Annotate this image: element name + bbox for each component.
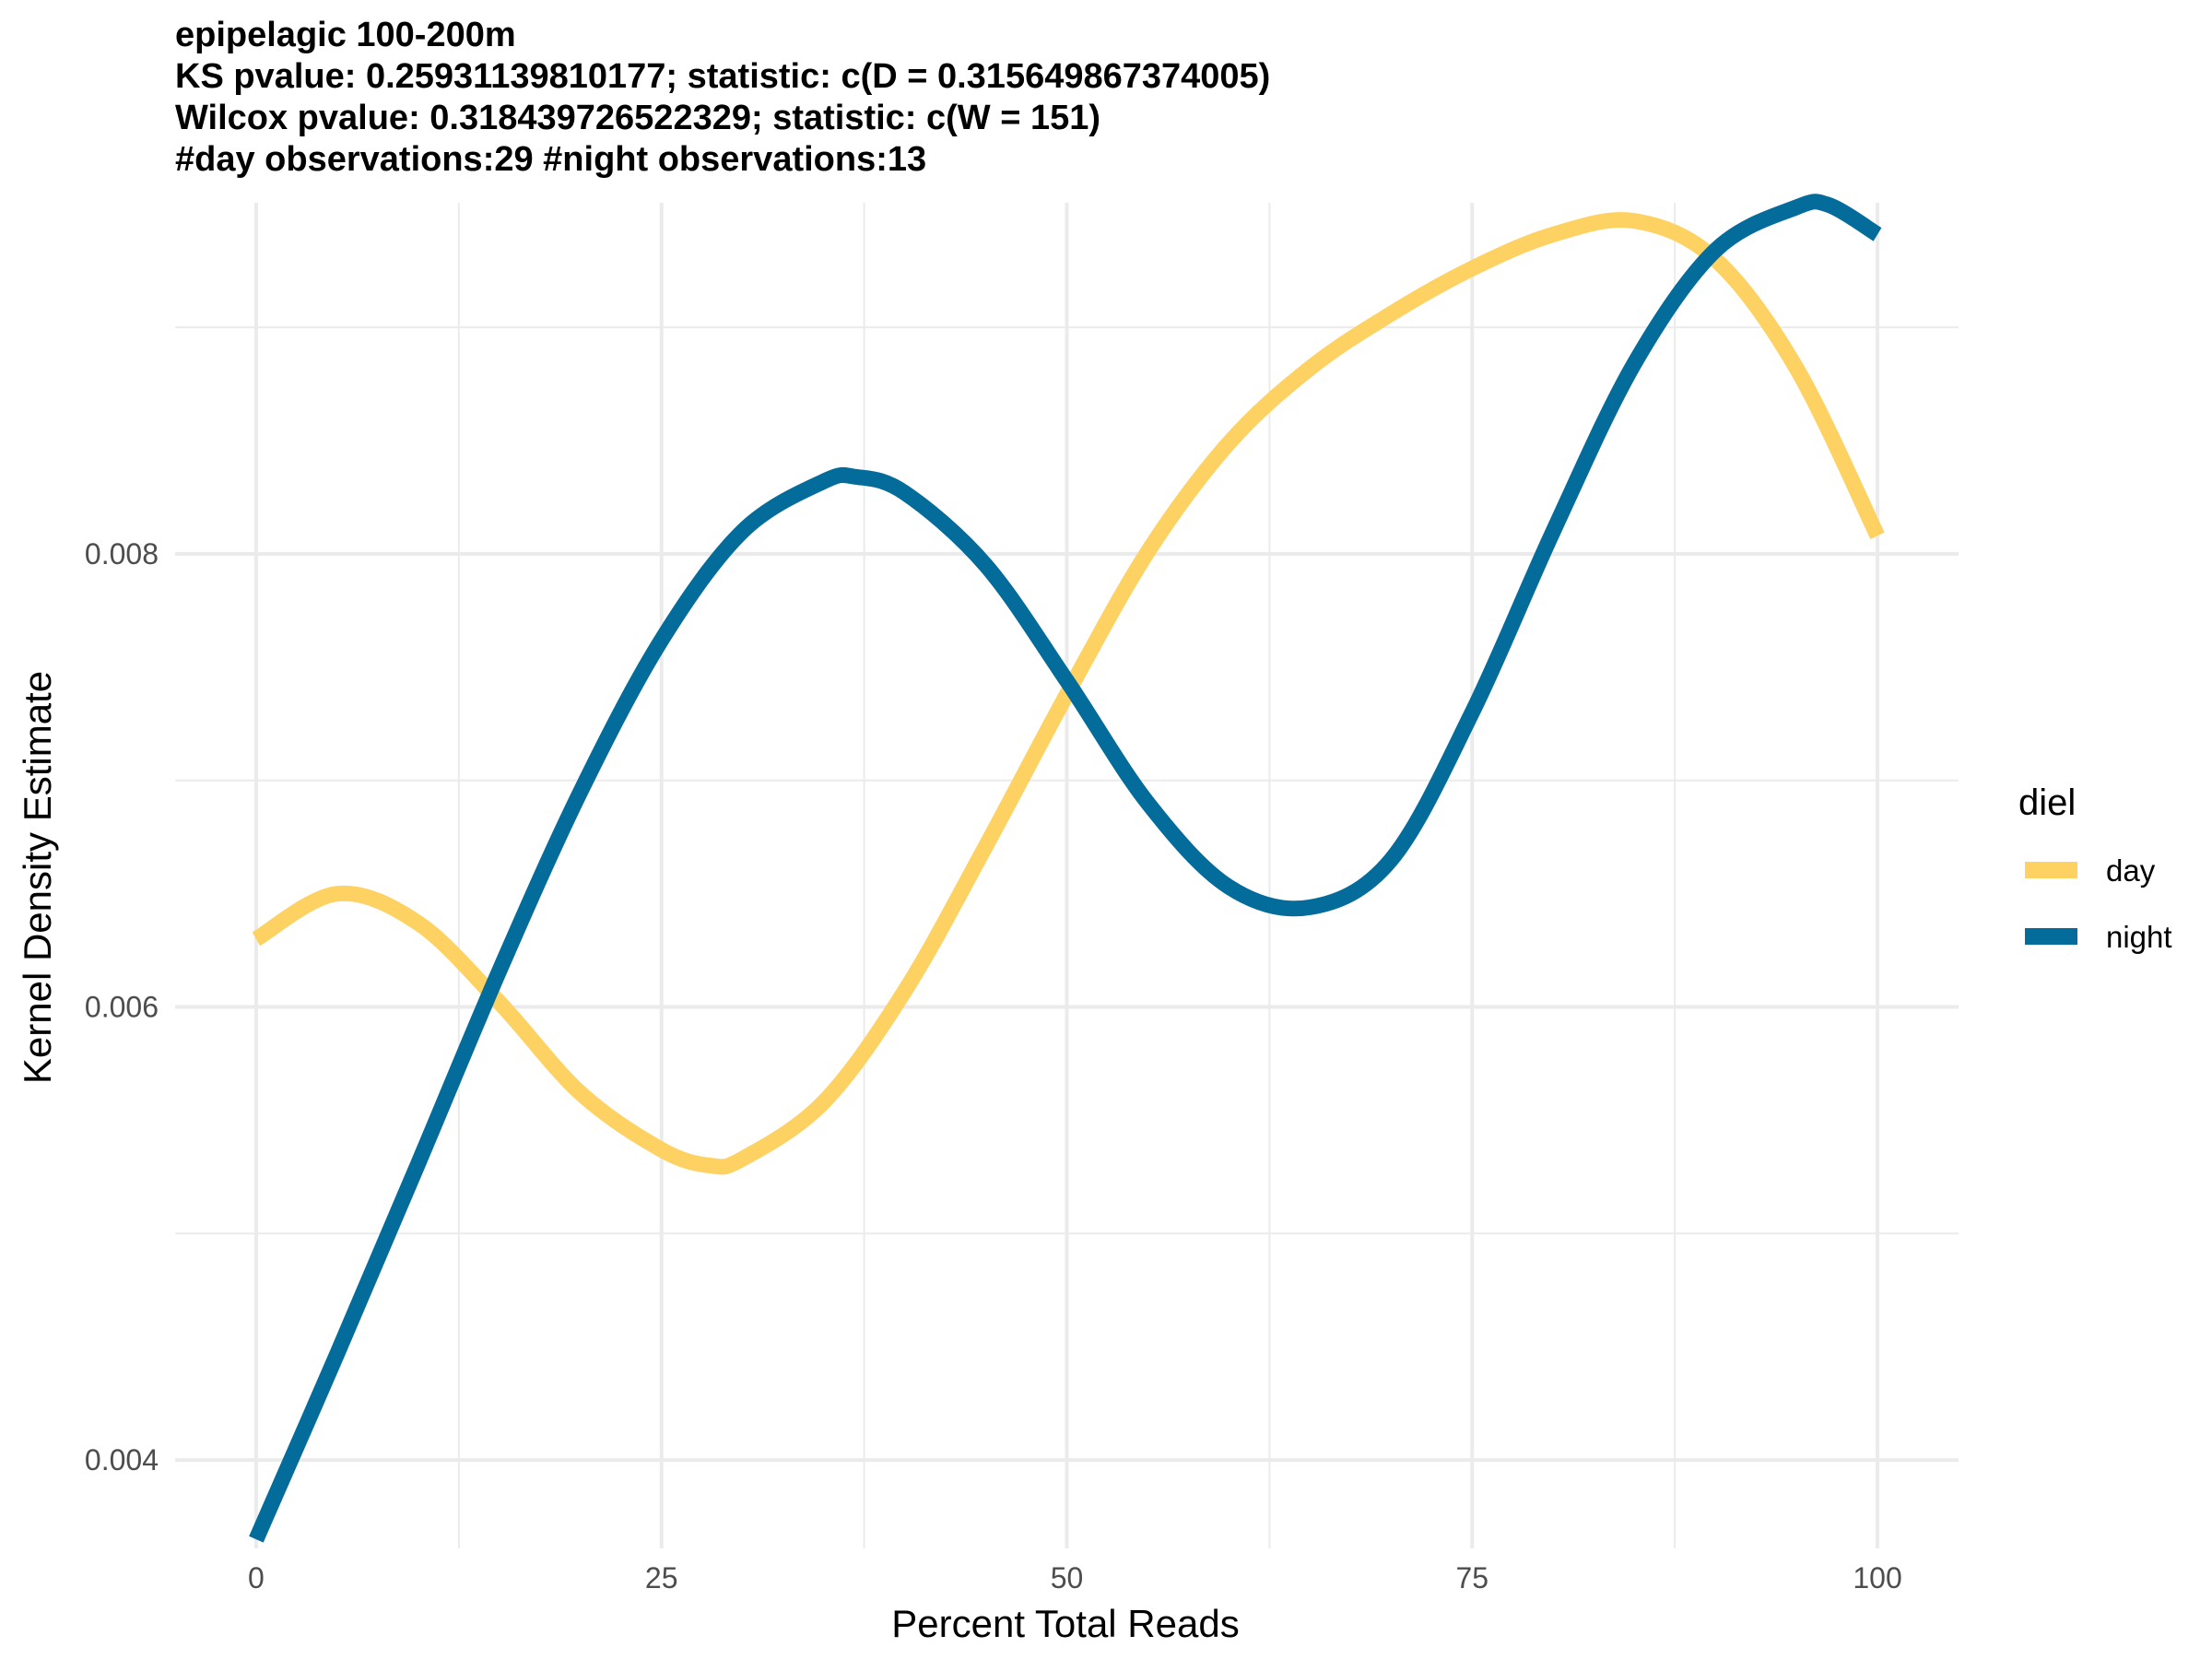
grid bbox=[175, 203, 1959, 1548]
x-tick-label: 75 bbox=[1455, 1561, 1488, 1594]
x-axis-ticks: 0 25 50 75 100 bbox=[248, 1561, 1902, 1594]
legend: diel day night bbox=[2018, 782, 2172, 954]
x-tick-label: 100 bbox=[1853, 1561, 1901, 1594]
series-line-day bbox=[252, 212, 1885, 1175]
y-tick-label: 0.008 bbox=[85, 537, 159, 571]
y-tick-label: 0.006 bbox=[85, 991, 159, 1024]
title-line-1: epipelagic 100-200m bbox=[175, 16, 516, 54]
y-axis-ticks: 0.004 0.006 0.008 bbox=[85, 537, 159, 1477]
x-tick-label: 25 bbox=[645, 1561, 678, 1594]
series-line-night bbox=[249, 194, 1882, 1543]
y-axis-title: Kernel Density Estimate bbox=[16, 671, 59, 1084]
title-line-2: KS pvalue: 0.25931139810177; statistic: … bbox=[175, 57, 1270, 96]
chart-title: epipelagic 100-200m KS pvalue: 0.2593113… bbox=[175, 16, 1270, 179]
x-tick-label: 50 bbox=[1051, 1561, 1084, 1594]
series-lines bbox=[249, 194, 1885, 1543]
legend-label-day: day bbox=[2106, 853, 2156, 888]
title-line-3: Wilcox pvalue: 0.318439726522329; statis… bbox=[175, 99, 1100, 137]
x-axis-title: Percent Total Reads bbox=[891, 1602, 1239, 1645]
legend-title: diel bbox=[2018, 782, 2076, 823]
x-tick-label: 0 bbox=[248, 1561, 265, 1594]
title-line-4: #day observations:29 #night observations… bbox=[175, 140, 926, 179]
y-tick-label: 0.004 bbox=[85, 1443, 159, 1477]
legend-label-night: night bbox=[2106, 920, 2172, 954]
